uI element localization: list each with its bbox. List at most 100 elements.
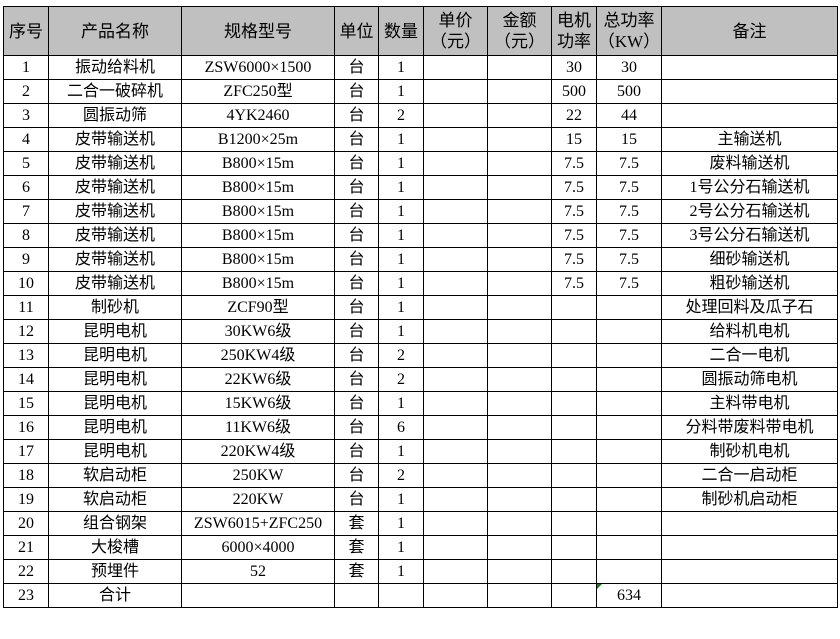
cell-remark[interactable]: 分料带废料带电机 bbox=[661, 415, 838, 440]
cell-unit[interactable]: 台 bbox=[334, 439, 379, 464]
cell-unit[interactable]: 套 bbox=[334, 511, 379, 536]
cell-seq[interactable]: 6 bbox=[3, 175, 49, 200]
cell-unit-price[interactable] bbox=[423, 103, 488, 128]
header-amount[interactable]: 金额 （元） bbox=[487, 6, 552, 56]
cell-amount[interactable] bbox=[487, 511, 552, 536]
cell-quantity[interactable]: 1 bbox=[378, 127, 424, 152]
cell-total-power[interactable] bbox=[596, 367, 662, 392]
cell-quantity[interactable]: 1 bbox=[378, 535, 424, 560]
cell-product-name[interactable]: 组合钢架 bbox=[48, 511, 182, 536]
cell-product-name[interactable]: 软启动柜 bbox=[48, 463, 182, 488]
header-unit-price[interactable]: 单价 （元） bbox=[423, 6, 488, 56]
cell-amount[interactable] bbox=[487, 247, 552, 272]
cell-seq[interactable]: 11 bbox=[3, 295, 49, 320]
cell-total-power[interactable] bbox=[596, 343, 662, 368]
cell-amount[interactable] bbox=[487, 175, 552, 200]
cell-total-power[interactable]: 44 bbox=[596, 103, 662, 128]
cell-remark[interactable] bbox=[661, 55, 838, 80]
cell-seq[interactable]: 18 bbox=[3, 463, 49, 488]
cell-spec-model[interactable]: ZSW6015+ZFC250 bbox=[181, 511, 335, 536]
cell-total-power[interactable]: 7.5 bbox=[596, 247, 662, 272]
cell-remark[interactable]: 二合一电机 bbox=[661, 343, 838, 368]
cell-unit[interactable]: 台 bbox=[334, 487, 379, 512]
cell-spec-model[interactable]: 220KW bbox=[181, 487, 335, 512]
cell-seq[interactable]: 12 bbox=[3, 319, 49, 344]
cell-seq[interactable]: 22 bbox=[3, 559, 49, 584]
header-total-power[interactable]: 总功率 （KW） bbox=[596, 6, 662, 56]
cell-product-name[interactable]: 皮带输送机 bbox=[48, 151, 182, 176]
cell-quantity[interactable]: 1 bbox=[378, 391, 424, 416]
cell-motor-power[interactable] bbox=[551, 391, 597, 416]
cell-total-power[interactable] bbox=[596, 487, 662, 512]
cell-unit-price[interactable] bbox=[423, 583, 488, 608]
cell-total-power[interactable] bbox=[596, 559, 662, 584]
cell-spec-model[interactable]: B1200×25m bbox=[181, 127, 335, 152]
cell-quantity[interactable]: 1 bbox=[378, 175, 424, 200]
cell-product-name[interactable]: 昆明电机 bbox=[48, 391, 182, 416]
cell-total-power[interactable]: 7.5 bbox=[596, 175, 662, 200]
cell-amount[interactable] bbox=[487, 367, 552, 392]
cell-spec-model[interactable]: B800×15m bbox=[181, 223, 335, 248]
cell-motor-power[interactable] bbox=[551, 415, 597, 440]
cell-unit[interactable]: 台 bbox=[334, 415, 379, 440]
cell-total-power[interactable]: 500 bbox=[596, 79, 662, 104]
cell-unit-price[interactable] bbox=[423, 55, 488, 80]
cell-unit-price[interactable] bbox=[423, 391, 488, 416]
cell-seq[interactable]: 1 bbox=[3, 55, 49, 80]
cell-spec-model[interactable]: ZCF90型 bbox=[181, 295, 335, 320]
cell-unit-price[interactable] bbox=[423, 439, 488, 464]
cell-remark[interactable]: 制砂机启动柜 bbox=[661, 487, 838, 512]
cell-remark[interactable]: 细砂输送机 bbox=[661, 247, 838, 272]
cell-motor-power[interactable]: 500 bbox=[551, 79, 597, 104]
header-seq[interactable]: 序号 bbox=[3, 6, 49, 56]
cell-remark[interactable]: 处理回料及瓜子石 bbox=[661, 295, 838, 320]
cell-unit-price[interactable] bbox=[423, 175, 488, 200]
cell-amount[interactable] bbox=[487, 199, 552, 224]
cell-quantity[interactable]: 1 bbox=[378, 223, 424, 248]
cell-product-name[interactable]: 二合一破碎机 bbox=[48, 79, 182, 104]
cell-total-power[interactable]: 7.5 bbox=[596, 223, 662, 248]
cell-spec-model[interactable]: 52 bbox=[181, 559, 335, 584]
cell-total-power[interactable]: 634 bbox=[596, 583, 662, 608]
cell-amount[interactable] bbox=[487, 103, 552, 128]
cell-amount[interactable] bbox=[487, 319, 552, 344]
cell-spec-model[interactable]: B800×15m bbox=[181, 199, 335, 224]
cell-unit[interactable]: 台 bbox=[334, 343, 379, 368]
cell-amount[interactable] bbox=[487, 79, 552, 104]
cell-unit-price[interactable] bbox=[423, 127, 488, 152]
cell-unit[interactable]: 台 bbox=[334, 295, 379, 320]
cell-remark[interactable]: 主输送机 bbox=[661, 127, 838, 152]
cell-seq[interactable]: 3 bbox=[3, 103, 49, 128]
cell-spec-model[interactable]: B800×15m bbox=[181, 175, 335, 200]
cell-remark[interactable]: 粗砂输送机 bbox=[661, 271, 838, 296]
cell-unit[interactable]: 台 bbox=[334, 151, 379, 176]
cell-total-power[interactable] bbox=[596, 439, 662, 464]
cell-quantity[interactable]: 1 bbox=[378, 55, 424, 80]
cell-motor-power[interactable] bbox=[551, 319, 597, 344]
cell-spec-model[interactable]: ZSW6000×1500 bbox=[181, 55, 335, 80]
cell-spec-model[interactable]: 11KW6级 bbox=[181, 415, 335, 440]
cell-unit[interactable]: 台 bbox=[334, 199, 379, 224]
cell-quantity[interactable]: 2 bbox=[378, 463, 424, 488]
cell-quantity[interactable]: 1 bbox=[378, 559, 424, 584]
cell-quantity[interactable]: 1 bbox=[378, 79, 424, 104]
cell-product-name[interactable]: 昆明电机 bbox=[48, 319, 182, 344]
cell-spec-model[interactable]: 220KW4级 bbox=[181, 439, 335, 464]
cell-unit[interactable]: 台 bbox=[334, 319, 379, 344]
cell-remark[interactable]: 主料带电机 bbox=[661, 391, 838, 416]
cell-remark[interactable] bbox=[661, 511, 838, 536]
cell-unit[interactable]: 台 bbox=[334, 247, 379, 272]
cell-unit-price[interactable] bbox=[423, 271, 488, 296]
cell-amount[interactable] bbox=[487, 391, 552, 416]
cell-spec-model[interactable]: 4YK2460 bbox=[181, 103, 335, 128]
cell-remark[interactable]: 1号公分石输送机 bbox=[661, 175, 838, 200]
cell-spec-model[interactable]: 250KW4级 bbox=[181, 343, 335, 368]
cell-total-power[interactable] bbox=[596, 319, 662, 344]
cell-amount[interactable] bbox=[487, 343, 552, 368]
cell-product-name[interactable]: 皮带输送机 bbox=[48, 199, 182, 224]
cell-seq[interactable]: 10 bbox=[3, 271, 49, 296]
cell-unit[interactable]: 套 bbox=[334, 535, 379, 560]
cell-product-name[interactable]: 昆明电机 bbox=[48, 343, 182, 368]
cell-remark[interactable]: 给料机电机 bbox=[661, 319, 838, 344]
cell-total-power[interactable]: 15 bbox=[596, 127, 662, 152]
